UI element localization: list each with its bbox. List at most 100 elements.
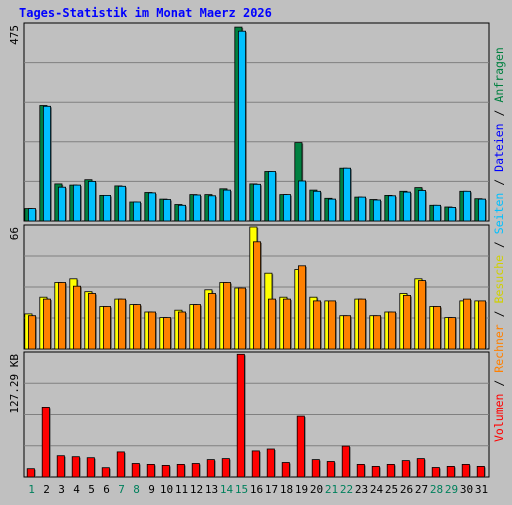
- bar-files-day-16: [252, 183, 261, 222]
- x-label-day-24: 24: [370, 483, 384, 496]
- panel-bottom: [23, 351, 490, 478]
- bar-volume-day-31: [476, 465, 485, 478]
- bar-sites-day-23: [357, 298, 366, 350]
- bar-sites-day-17: [267, 298, 276, 350]
- x-label-day-30: 30: [460, 483, 473, 496]
- x-label-day-19: 19: [295, 483, 308, 496]
- bar-files-day-14: [222, 189, 231, 222]
- x-label-day-3: 3: [58, 483, 65, 496]
- x-label-day-5: 5: [88, 483, 95, 496]
- x-label-day-13: 13: [205, 483, 218, 496]
- bar-files-day-20: [312, 190, 321, 222]
- legend-sep-5: /: [492, 103, 506, 117]
- bar-volume-day-7: [116, 451, 125, 478]
- bar-volume-day-25: [386, 463, 395, 478]
- legend-rechner: Rechner: [492, 324, 506, 373]
- bar-sites-day-10: [162, 317, 171, 350]
- bar-files-day-21: [327, 198, 336, 222]
- bar-files-day-22: [342, 167, 351, 222]
- bar-sites-day-8: [132, 304, 141, 350]
- bar-volume-day-15: [236, 353, 245, 478]
- bar-files-day-5: [88, 180, 97, 222]
- legend-sep-2: /: [492, 303, 506, 317]
- bar-files-day-13: [207, 195, 216, 222]
- bar-volume-day-6: [101, 467, 110, 478]
- bar-volume-day-1: [26, 468, 35, 478]
- bar-sites-day-15: [237, 287, 246, 350]
- x-label-day-20: 20: [310, 483, 323, 496]
- bar-volume-day-12: [191, 463, 200, 478]
- x-label-day-25: 25: [385, 483, 398, 496]
- bar-files-day-26: [402, 191, 411, 222]
- x-label-day-4: 4: [73, 483, 80, 496]
- bar-volume-day-17: [266, 448, 275, 478]
- x-axis-day-labels: 1 2 3 4 5 6 7 8 9 10 11 12 13 14 15 16 17 18 19 20 21 22 23 24 2…: [28, 483, 488, 496]
- bar-sites-day-22: [342, 315, 351, 350]
- bar-files-day-31: [477, 198, 486, 222]
- bar-files-day-23: [357, 196, 366, 222]
- bar-volume-day-5: [86, 457, 95, 478]
- bar-volume-day-2: [41, 406, 50, 478]
- bar-volume-day-26: [401, 460, 410, 478]
- bar-sites-day-1: [27, 315, 36, 350]
- bar-files-day-6: [103, 194, 112, 222]
- x-label-day-12: 12: [190, 483, 203, 496]
- bar-volume-day-28: [431, 467, 440, 478]
- bar-files-day-11: [177, 204, 186, 222]
- bar-volume-day-4: [71, 456, 80, 478]
- chart-title: Tages-Statistik im Monat Maerz 2026: [19, 6, 272, 20]
- bar-sites-day-5: [88, 293, 97, 350]
- bar-files-day-1: [27, 208, 36, 222]
- bar-sites-day-16: [252, 241, 261, 350]
- x-label-day-21: 21: [325, 483, 338, 496]
- bar-volume-day-29: [446, 465, 455, 478]
- bar-sites-day-13: [207, 293, 216, 350]
- bar-files-day-9: [147, 192, 156, 222]
- bar-files-day-17: [267, 171, 276, 222]
- bar-sites-day-25: [387, 311, 396, 350]
- bar-volume-day-3: [56, 455, 65, 478]
- x-label-day-6: 6: [103, 483, 110, 496]
- bar-sites-day-29: [447, 317, 456, 350]
- ymax-label-bottom: 127.29 KB: [8, 354, 21, 414]
- panel-top: [23, 22, 490, 222]
- bar-volume-day-8: [131, 463, 140, 478]
- bar-files-day-15: [237, 30, 246, 222]
- bar-sites-day-3: [58, 282, 67, 350]
- bar-sites-day-6: [103, 306, 112, 350]
- bar-files-day-12: [192, 194, 201, 222]
- bar-files-day-18: [282, 194, 291, 222]
- bar-files-day-27: [417, 190, 426, 222]
- bar-files-day-10: [162, 199, 171, 222]
- x-label-day-14: 14: [220, 483, 234, 496]
- x-label-day-8: 8: [133, 483, 140, 496]
- bar-sites-day-14: [222, 282, 231, 350]
- bar-volume-day-16: [251, 450, 260, 478]
- bar-volume-day-10: [161, 464, 170, 478]
- x-label-day-15: 15: [235, 483, 248, 496]
- bar-files-day-28: [432, 204, 441, 222]
- bar-volume-day-30: [461, 463, 470, 478]
- bar-sites-day-18: [282, 298, 291, 350]
- legend-dateien: Dateien: [492, 123, 506, 171]
- bar-sites-day-31: [477, 300, 486, 350]
- legend-besuche: Besuche: [492, 255, 506, 304]
- bar-files-day-8: [132, 201, 141, 222]
- x-label-day-27: 27: [415, 483, 428, 496]
- x-label-day-11: 11: [175, 483, 188, 496]
- bar-volume-day-21: [326, 461, 335, 478]
- x-label-day-26: 26: [400, 483, 413, 496]
- legend-sep-3: /: [492, 234, 506, 248]
- bar-files-day-4: [73, 184, 82, 222]
- bar-files-day-7: [118, 185, 127, 222]
- bar-volume-day-22: [341, 445, 350, 478]
- bar-sites-day-2: [43, 298, 52, 350]
- legend-seiten: Seiten: [492, 193, 506, 235]
- bar-files-day-30: [462, 190, 471, 222]
- bar-files-day-2: [43, 105, 52, 222]
- x-label-day-31: 31: [475, 483, 488, 496]
- bar-sites-day-7: [118, 298, 127, 350]
- bar-files-day-3: [58, 186, 67, 222]
- bar-volume-day-9: [146, 463, 155, 478]
